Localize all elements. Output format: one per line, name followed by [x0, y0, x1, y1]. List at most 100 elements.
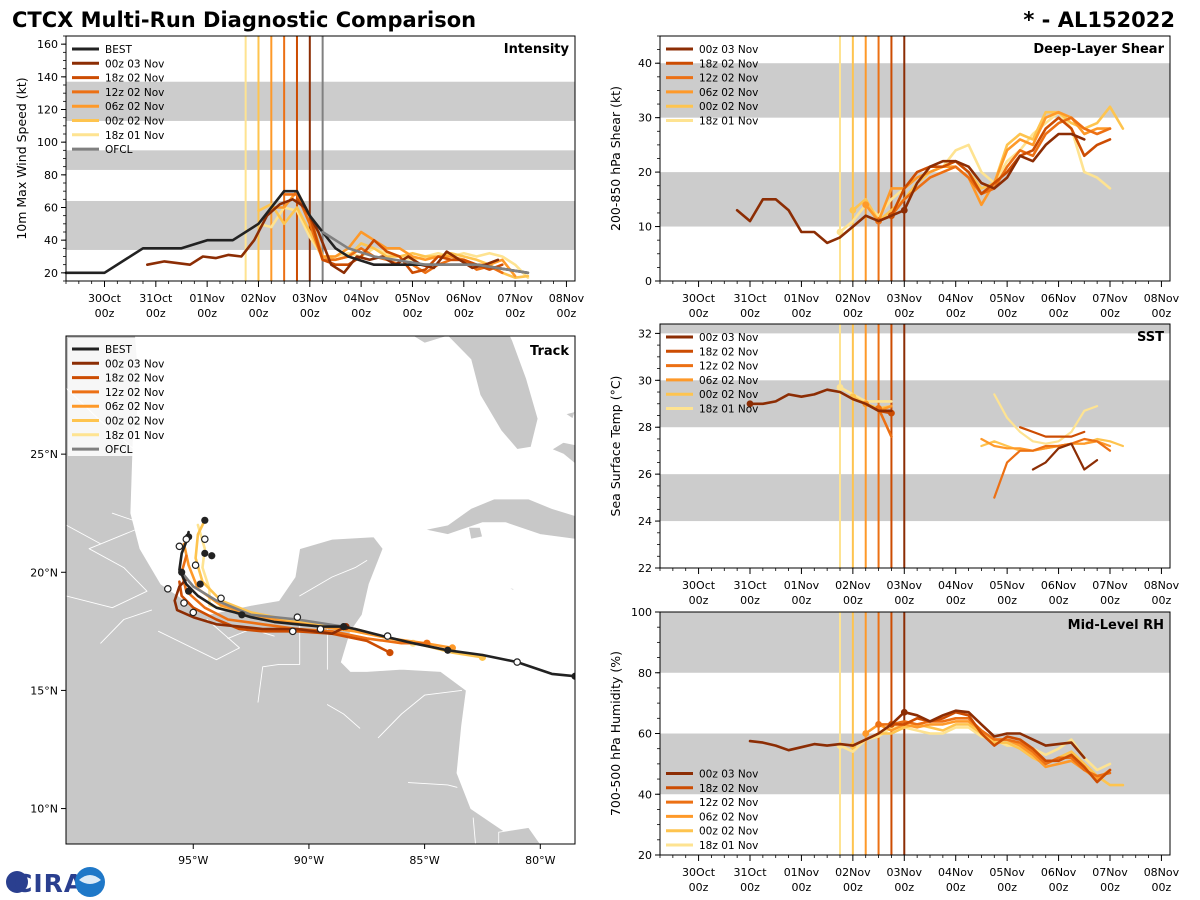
border-line [66, 524, 102, 545]
border-line [100, 609, 153, 644]
legend-background [68, 338, 176, 456]
legend-label: 06z 02 Nov [699, 87, 758, 99]
track-line [180, 554, 429, 645]
x-tick-day: 03Nov [292, 292, 328, 305]
x-tick-hour: 00z [997, 594, 1017, 607]
y-tick-label: 140 [37, 71, 58, 84]
x-tick-day: 03Nov [887, 866, 923, 879]
x-tick-day: 01Nov [189, 292, 225, 305]
x-tick-hour: 00z [946, 881, 966, 894]
legend-label: 12z 02 Nov [699, 73, 758, 85]
x-tick-day: 04Nov [938, 292, 974, 305]
series-line [735, 132, 1086, 245]
y-tick-label: 24 [638, 515, 652, 528]
x-tick-hour: 00z [689, 881, 709, 894]
x-tick-hour: 00z [1100, 307, 1120, 320]
x-tick-hour: 00z [249, 307, 269, 320]
border-line [299, 560, 368, 597]
series-line [257, 202, 530, 280]
border-line [377, 689, 463, 739]
x-tick-hour: 00z [1100, 881, 1120, 894]
shading-band [66, 200, 575, 250]
y-tick-label: 20 [638, 849, 652, 862]
y-axis-label: 10m Max Wind Speed (kt) [14, 77, 29, 239]
land-mass [424, 498, 575, 540]
y-tick-label: 28 [638, 421, 652, 434]
x-tick-day: 04Nov [343, 292, 379, 305]
legend-label: 00z 03 Nov [105, 58, 164, 70]
x-tick-day: 08Nov [1144, 292, 1180, 305]
y-axis-label: Sea Surface Temp (°C) [608, 376, 623, 517]
x-tick-day: 06Nov [446, 292, 482, 305]
y-tick-label: 60 [638, 728, 652, 741]
best-marker-open [383, 632, 392, 640]
init-marker [746, 400, 754, 408]
init-marker [836, 228, 844, 236]
y-tick-label: 100 [631, 606, 652, 619]
lat-tick-label: 20°N [30, 566, 58, 579]
border-line [66, 512, 148, 609]
series-line [877, 407, 893, 438]
border-line [472, 817, 476, 844]
legend-label: 06z 02 Nov [699, 811, 758, 823]
series-line [1031, 442, 1099, 471]
x-tick-hour: 00z [95, 307, 115, 320]
best-marker [208, 552, 216, 560]
legend-label: 18z 01 Nov [699, 840, 758, 852]
legend-label: 18z 01 Nov [699, 116, 758, 128]
land-mass [66, 336, 529, 844]
y-tick-label: 30 [638, 374, 652, 387]
x-tick-day: 08Nov [549, 292, 585, 305]
legend-label: 18z 02 Nov [105, 73, 164, 85]
legend-label: 00z 03 Nov [699, 44, 758, 56]
x-tick-hour: 00z [792, 594, 812, 607]
border-line [407, 782, 458, 788]
x-tick-day: 07Nov [497, 292, 533, 305]
x-tick-hour: 00z [1049, 881, 1069, 894]
x-tick-hour: 00z [843, 594, 863, 607]
legend-label: 06z 02 Nov [105, 101, 164, 113]
best-marker-open [189, 608, 198, 617]
x-tick-day: 31Oct [139, 292, 173, 305]
series-line [146, 198, 500, 275]
cira-logo: CIRA [6, 867, 105, 898]
x-tick-hour: 00z [300, 307, 320, 320]
x-tick-hour: 00z [146, 307, 166, 320]
border-line [326, 704, 361, 729]
best-marker-open [180, 599, 188, 607]
land-mass [551, 441, 575, 465]
track-init-marker [386, 649, 394, 657]
x-tick-day: 05Nov [395, 292, 431, 305]
series-line [993, 393, 1099, 445]
y-axis-label: 700-500 hPa Humidity (%) [608, 651, 623, 816]
x-tick-day: 07Nov [1092, 579, 1128, 592]
y-tick-label: 40 [638, 788, 652, 801]
series-line [980, 437, 1112, 452]
shading-band [660, 324, 1170, 334]
x-tick-hour: 00z [894, 881, 914, 894]
panel-title: Track [530, 344, 569, 359]
x-tick-hour: 00z [1049, 594, 1069, 607]
x-tick-hour: 00z [1152, 881, 1172, 894]
y-tick-label: 80 [44, 169, 58, 182]
lon-tick-label: 80°W [525, 854, 555, 867]
y-tick-label: 120 [37, 104, 58, 117]
panel-title: Intensity [504, 42, 570, 57]
legend-label: BEST [105, 44, 133, 56]
x-tick-day: 30Oct [682, 292, 716, 305]
sst-panel: 22 24 26 28 30 32 30Oct 00z 31Oct 00z 01Nov 00z 02No… [608, 323, 1180, 607]
x-tick-hour: 00z [843, 307, 863, 320]
legend-label: 18z 02 Nov [699, 783, 758, 795]
best-marker [185, 587, 193, 595]
best-marker-open [164, 585, 172, 593]
x-tick-hour: 00z [792, 881, 812, 894]
series-line [748, 388, 893, 413]
y-tick-label: 40 [638, 57, 652, 70]
x-tick-day: 07Nov [1092, 866, 1128, 879]
x-tick-day: 01Nov [784, 292, 820, 305]
x-tick-hour: 00z [403, 307, 423, 320]
x-tick-hour: 00z [740, 881, 760, 894]
best-marker [340, 623, 348, 631]
x-tick-hour: 00z [843, 881, 863, 894]
y-tick-label: 22 [638, 562, 652, 575]
